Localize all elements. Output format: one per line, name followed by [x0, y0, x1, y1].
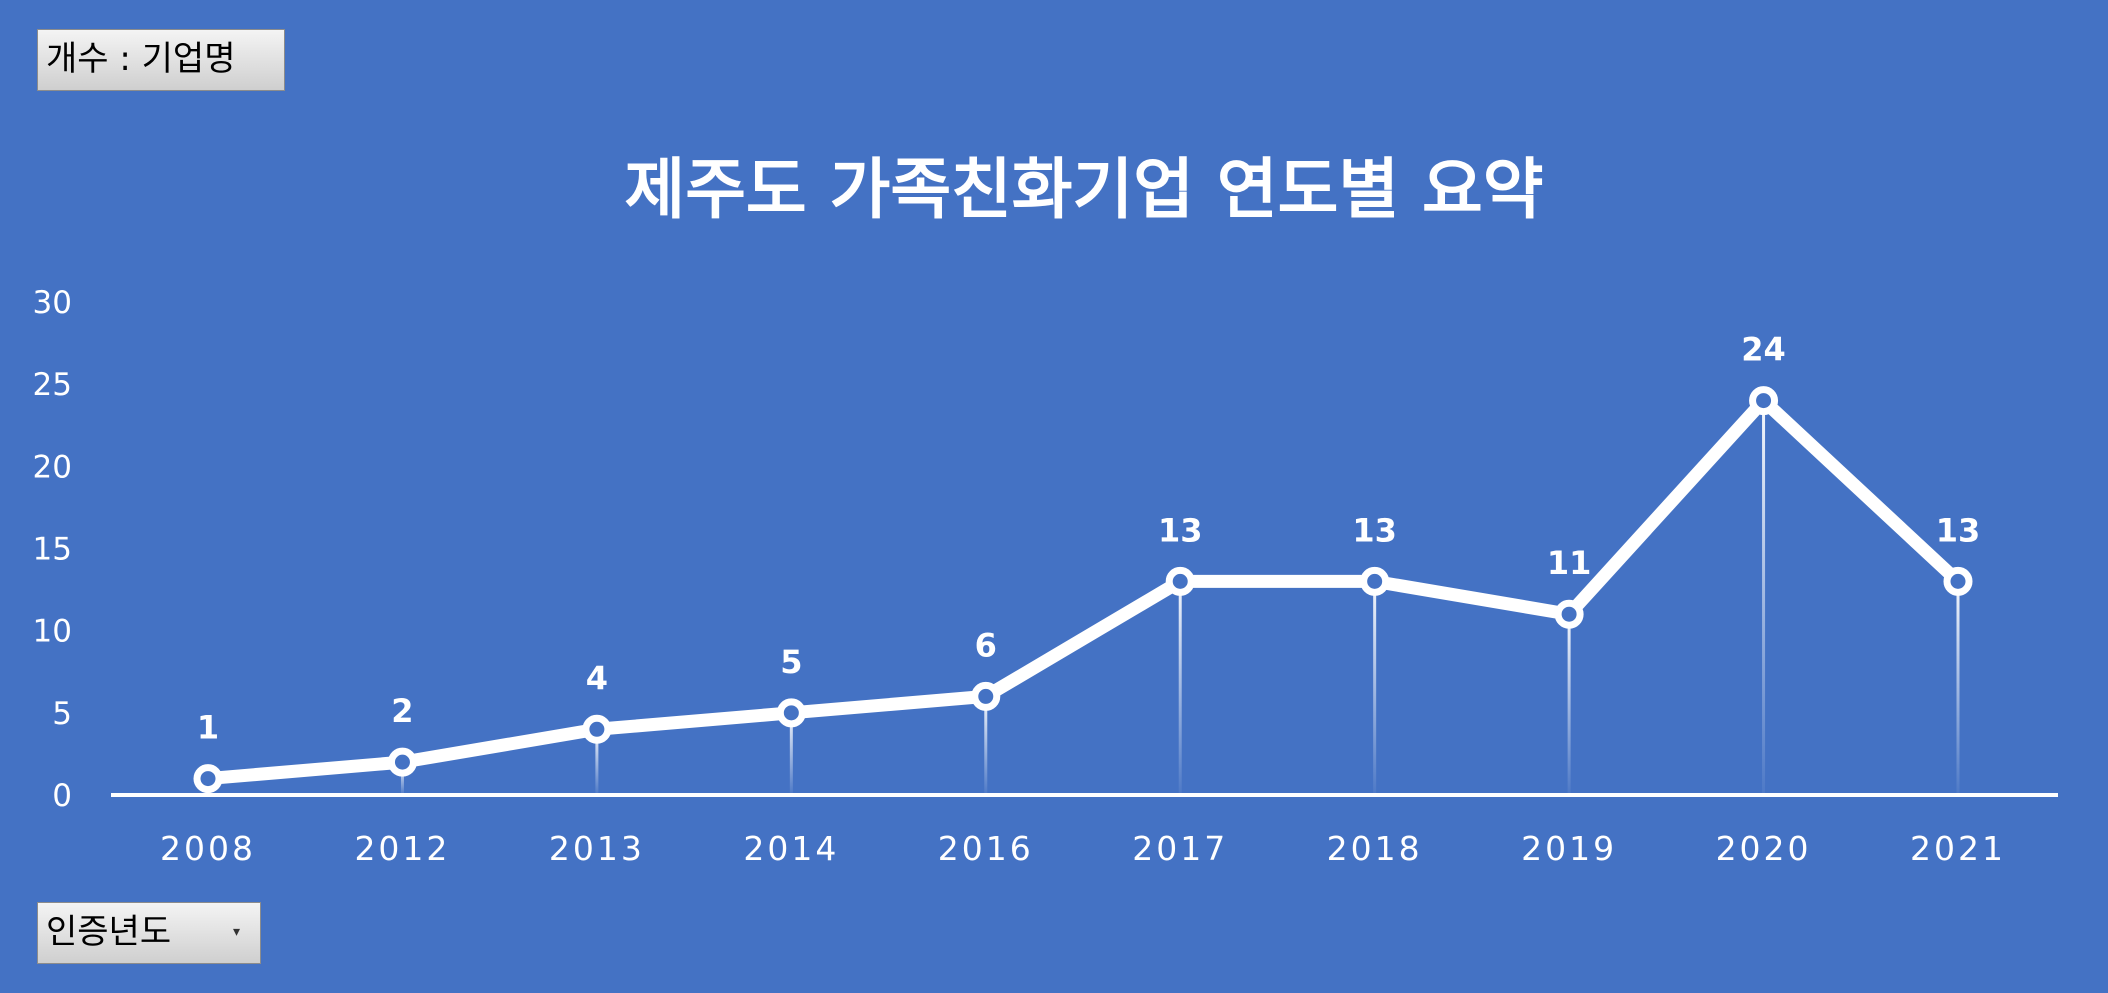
- drop-line: [595, 729, 599, 795]
- data-label: 5: [780, 643, 802, 681]
- data-label: 1: [197, 709, 219, 747]
- data-label: 11: [1547, 544, 1592, 582]
- data-label: 13: [1936, 511, 1981, 549]
- x-tick-label: 2008: [160, 829, 256, 868]
- x-tick-label: 2013: [549, 829, 645, 868]
- y-tick-label: 25: [33, 367, 72, 403]
- data-markers: [193, 386, 1973, 794]
- y-tick-label: 15: [33, 532, 72, 568]
- drop-line: [1567, 614, 1571, 795]
- y-tick-label: 30: [33, 285, 72, 321]
- data-label: 13: [1352, 511, 1397, 549]
- y-axis: 0 5 10 15 20 25 30: [33, 285, 72, 814]
- data-label: 2: [391, 692, 413, 730]
- data-point: [387, 747, 417, 777]
- x-tick-label: 2014: [743, 829, 839, 868]
- series-line: [201, 394, 1965, 786]
- data-point: [1554, 599, 1584, 629]
- row-field-dropdown-button[interactable]: 인증년도 ▾: [37, 902, 261, 964]
- data-label: 6: [975, 626, 997, 664]
- drop-line: [789, 712, 793, 795]
- data-label: 13: [1158, 511, 1203, 549]
- x-axis: 2008 2012 2013 2014 2016 2017 2018 2019 2020 2021: [160, 829, 2006, 868]
- data-point: [193, 764, 223, 794]
- data-label: 24: [1741, 331, 1786, 369]
- drop-line: [1956, 581, 1960, 795]
- data-point: [971, 681, 1001, 711]
- x-tick-label: 2012: [354, 829, 450, 868]
- chart-title: 제주도 가족친화기업 연도별 요약: [624, 151, 1543, 228]
- data-point: [1943, 566, 1973, 596]
- drop-line: [400, 762, 404, 795]
- drop-line: [1373, 581, 1377, 795]
- drop-lines: [206, 400, 1960, 795]
- y-tick-label: 5: [52, 696, 72, 732]
- x-tick-label: 2019: [1521, 829, 1617, 868]
- data-point: [1749, 386, 1779, 416]
- y-tick-label: 20: [33, 449, 72, 485]
- row-field-label: 인증년도: [46, 912, 172, 952]
- data-point: [1165, 566, 1195, 596]
- x-tick-label: 2017: [1132, 829, 1228, 868]
- data-point: [776, 698, 806, 728]
- data-point: [1360, 566, 1390, 596]
- x-tick-label: 2016: [938, 829, 1034, 868]
- y-tick-label: 10: [33, 614, 72, 650]
- value-field-button[interactable]: 개수 : 기업명: [37, 29, 285, 91]
- data-point: [582, 714, 612, 744]
- x-tick-label: 2021: [1910, 829, 2006, 868]
- value-field-label: 개수 : 기업명: [46, 39, 236, 79]
- data-label: 4: [586, 659, 608, 697]
- drop-line: [1178, 581, 1182, 795]
- y-tick-label: 0: [52, 778, 72, 814]
- drop-line: [1762, 400, 1766, 795]
- dropdown-arrow-icon: ▾: [232, 924, 240, 940]
- x-tick-label: 2018: [1327, 829, 1423, 868]
- x-tick-label: 2020: [1716, 829, 1812, 868]
- drop-line: [984, 696, 988, 795]
